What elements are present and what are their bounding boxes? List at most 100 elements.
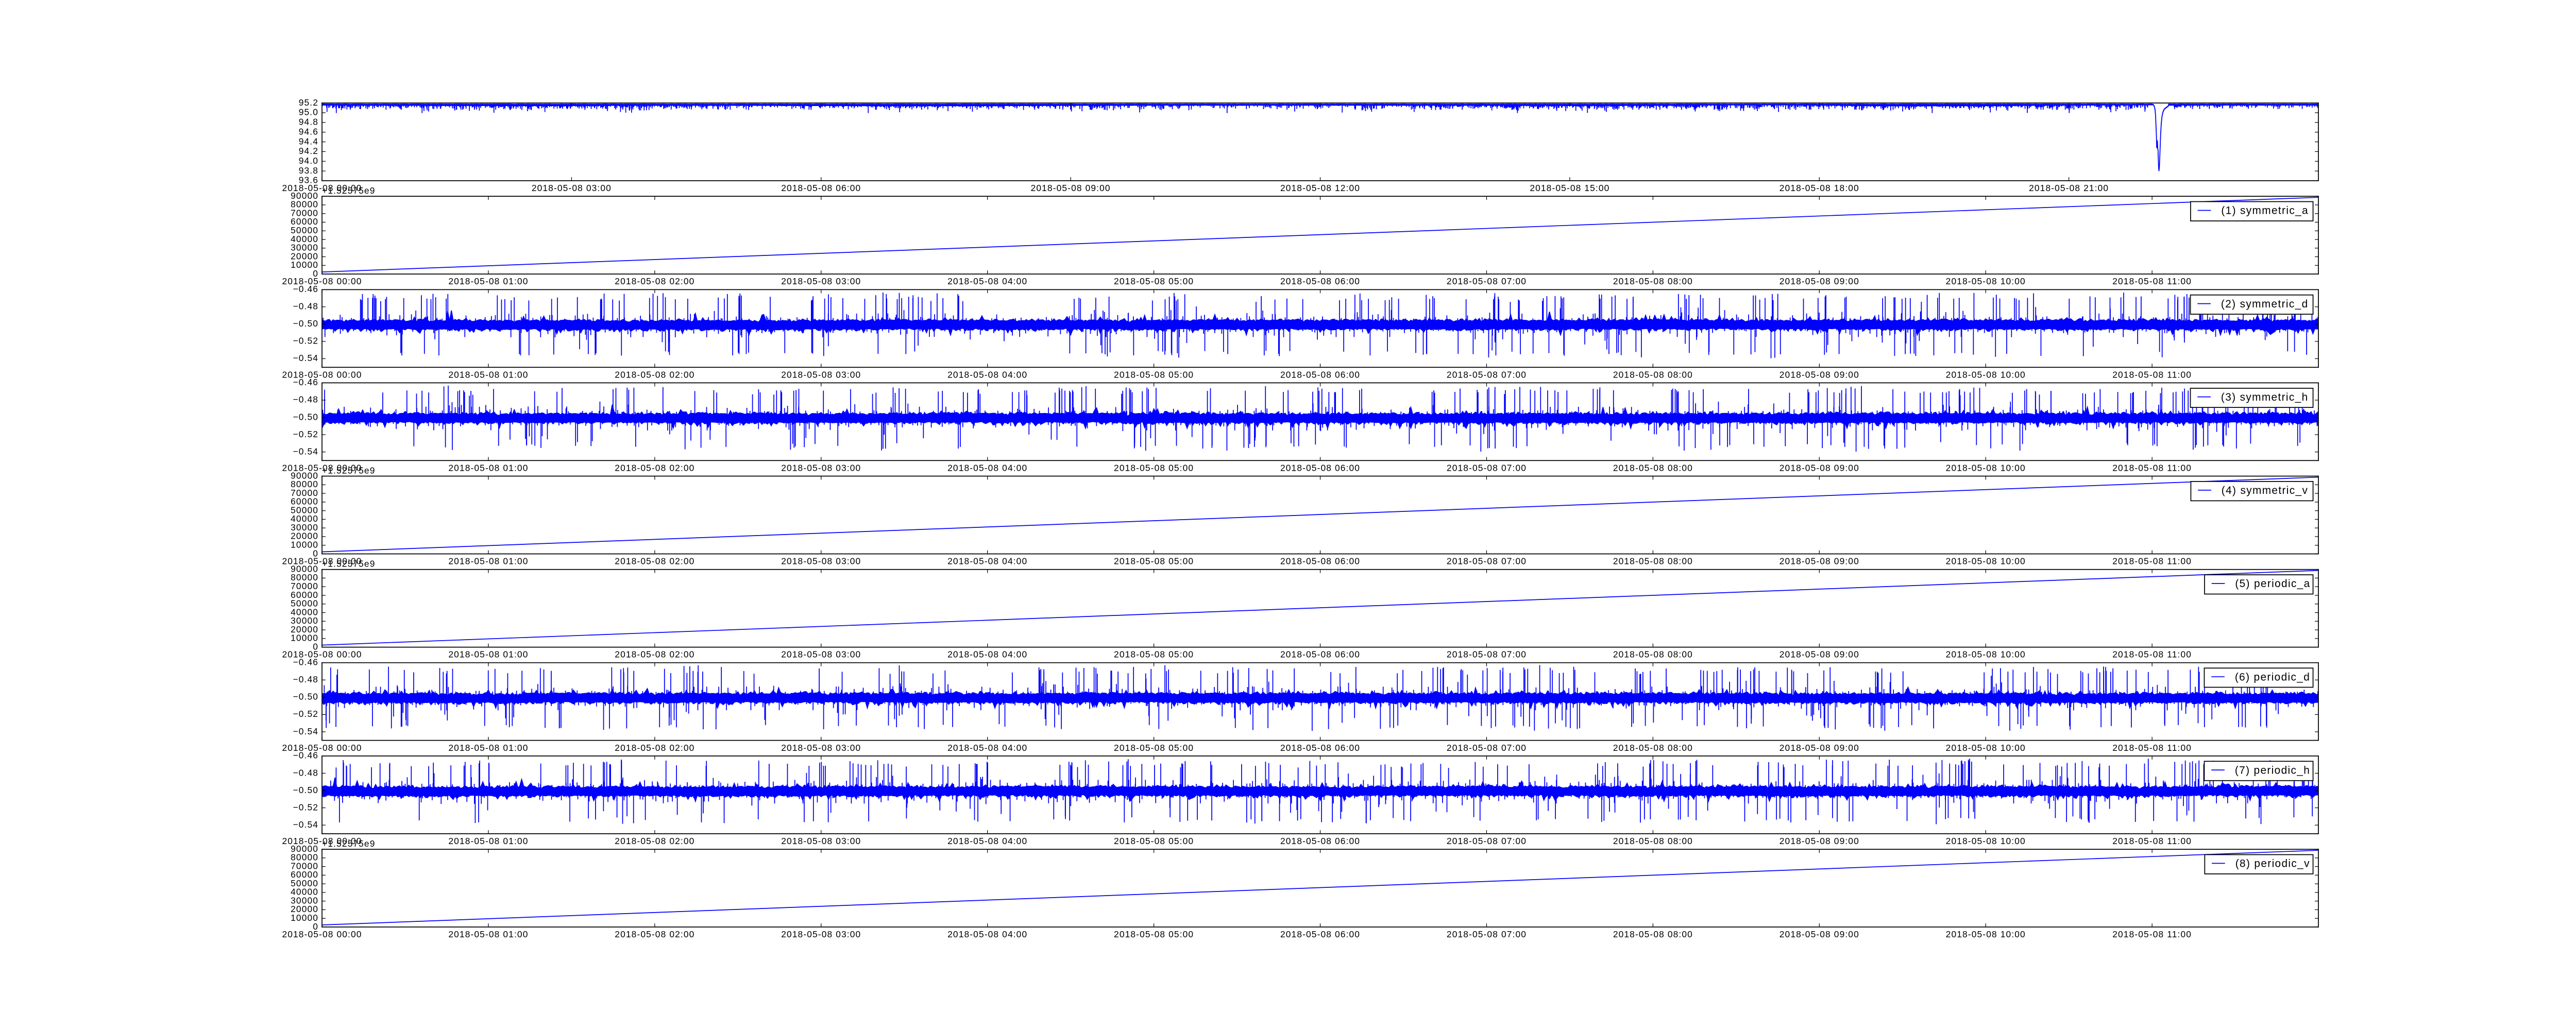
svg-text:2018-05-08 09:00: 2018-05-08 09:00 (1780, 556, 1859, 566)
svg-text:20000: 20000 (291, 531, 318, 541)
svg-text:−0.46: −0.46 (293, 377, 318, 387)
svg-text:2018-05-08 12:00: 2018-05-08 12:00 (1280, 183, 1360, 193)
svg-text:2018-05-08 00:00: 2018-05-08 00:00 (282, 556, 362, 566)
svg-text:2018-05-08 03:00: 2018-05-08 03:00 (781, 743, 861, 753)
svg-text:95.0: 95.0 (299, 107, 318, 117)
svg-text:0: 0 (313, 268, 318, 279)
svg-text:0: 0 (313, 548, 318, 558)
svg-text:2018-05-08 07:00: 2018-05-08 07:00 (1447, 556, 1527, 566)
svg-text:20000: 20000 (291, 251, 318, 261)
svg-text:2018-05-08 00:00: 2018-05-08 00:00 (282, 929, 362, 939)
svg-text:2018-05-08 02:00: 2018-05-08 02:00 (615, 836, 694, 846)
svg-text:2018-05-08 10:00: 2018-05-08 10:00 (1946, 556, 2026, 566)
svg-text:−0.48: −0.48 (293, 301, 318, 312)
svg-text:(2) symmetric_d: (2) symmetric_d (2221, 298, 2309, 310)
svg-text:(1) symmetric_a: (1) symmetric_a (2221, 205, 2309, 217)
svg-text:40000: 40000 (291, 513, 318, 524)
svg-text:10000: 10000 (291, 260, 318, 270)
svg-text:−0.50: −0.50 (293, 318, 318, 329)
svg-text:−0.52: −0.52 (293, 336, 318, 346)
svg-text:2018-05-08 05:00: 2018-05-08 05:00 (1114, 276, 1194, 286)
svg-text:2018-05-08 03:00: 2018-05-08 03:00 (532, 183, 612, 193)
svg-text:2018-05-08 01:00: 2018-05-08 01:00 (448, 929, 528, 939)
svg-text:2018-05-08 06:00: 2018-05-08 06:00 (1280, 743, 1360, 753)
svg-text:60000: 60000 (291, 216, 318, 227)
svg-text:94.8: 94.8 (299, 117, 318, 127)
svg-text:2018-05-08 01:00: 2018-05-08 01:00 (448, 276, 528, 286)
svg-text:2018-05-08 11:00: 2018-05-08 11:00 (2112, 276, 2192, 286)
svg-text:2018-05-08 10:00: 2018-05-08 10:00 (1946, 276, 2026, 286)
svg-text:−0.54: −0.54 (293, 726, 318, 736)
svg-text:2018-05-08 05:00: 2018-05-08 05:00 (1114, 649, 1194, 660)
svg-text:30000: 30000 (291, 243, 318, 253)
svg-text:2018-05-08 09:00: 2018-05-08 09:00 (1780, 743, 1859, 753)
svg-text:2018-05-08 09:00: 2018-05-08 09:00 (1780, 462, 1859, 473)
svg-text:2018-05-08 07:00: 2018-05-08 07:00 (1447, 836, 1527, 846)
svg-text:(8) periodic_v: (8) periodic_v (2235, 858, 2310, 870)
svg-text:2018-05-08 08:00: 2018-05-08 08:00 (1613, 462, 1693, 473)
svg-text:70000: 70000 (291, 488, 318, 498)
svg-text:2018-05-08 04:00: 2018-05-08 04:00 (947, 462, 1027, 473)
svg-text:2018-05-08 09:00: 2018-05-08 09:00 (1780, 929, 1859, 939)
svg-text:2018-05-08 02:00: 2018-05-08 02:00 (615, 743, 694, 753)
svg-text:2018-05-08 04:00: 2018-05-08 04:00 (947, 369, 1027, 380)
svg-text:80000: 80000 (291, 572, 318, 582)
svg-text:80000: 80000 (291, 479, 318, 489)
svg-text:2018-05-08 03:00: 2018-05-08 03:00 (781, 369, 861, 380)
svg-text:2018-05-08 00:00: 2018-05-08 00:00 (282, 836, 362, 846)
svg-text:2018-05-08 08:00: 2018-05-08 08:00 (1613, 649, 1693, 660)
svg-text:2018-05-08 01:00: 2018-05-08 01:00 (448, 649, 528, 660)
svg-text:50000: 50000 (291, 878, 318, 888)
svg-text:50000: 50000 (291, 598, 318, 609)
svg-text:−0.54: −0.54 (293, 353, 318, 363)
svg-text:0: 0 (313, 921, 318, 932)
svg-text:+1.52575e9: +1.52575e9 (322, 558, 375, 569)
svg-text:2018-05-08 03:00: 2018-05-08 03:00 (781, 649, 861, 660)
svg-text:−0.46: −0.46 (293, 657, 318, 667)
svg-text:2018-05-08 06:00: 2018-05-08 06:00 (1280, 462, 1360, 473)
svg-text:2018-05-08 15:00: 2018-05-08 15:00 (1530, 183, 1609, 193)
svg-text:2018-05-08 11:00: 2018-05-08 11:00 (2112, 743, 2192, 753)
svg-text:2018-05-08 11:00: 2018-05-08 11:00 (2112, 369, 2192, 380)
svg-text:2018-05-08 11:00: 2018-05-08 11:00 (2112, 649, 2192, 660)
svg-text:2018-05-08 01:00: 2018-05-08 01:00 (448, 743, 528, 753)
svg-text:−0.46: −0.46 (293, 284, 318, 294)
svg-text:+1.52575e9: +1.52575e9 (322, 465, 375, 475)
svg-text:2018-05-08 01:00: 2018-05-08 01:00 (448, 369, 528, 380)
svg-text:2018-05-08 05:00: 2018-05-08 05:00 (1114, 836, 1194, 846)
svg-text:2018-05-08 02:00: 2018-05-08 02:00 (615, 369, 694, 380)
svg-text:70000: 70000 (291, 208, 318, 218)
svg-text:2018-05-08 02:00: 2018-05-08 02:00 (615, 276, 694, 286)
svg-text:2018-05-08 07:00: 2018-05-08 07:00 (1447, 462, 1527, 473)
svg-text:50000: 50000 (291, 225, 318, 235)
svg-text:2018-05-08 00:00: 2018-05-08 00:00 (282, 183, 362, 193)
svg-text:2018-05-08 09:00: 2018-05-08 09:00 (1780, 836, 1859, 846)
svg-text:−0.46: −0.46 (293, 750, 318, 761)
svg-text:2018-05-08 08:00: 2018-05-08 08:00 (1613, 369, 1693, 380)
svg-text:2018-05-08 08:00: 2018-05-08 08:00 (1613, 556, 1693, 566)
svg-text:95.2: 95.2 (299, 97, 318, 108)
svg-text:−0.48: −0.48 (293, 394, 318, 405)
svg-text:2018-05-08 00:00: 2018-05-08 00:00 (282, 649, 362, 660)
svg-text:10000: 10000 (291, 633, 318, 643)
svg-text:2018-05-08 06:00: 2018-05-08 06:00 (1280, 836, 1360, 846)
svg-text:2018-05-08 08:00: 2018-05-08 08:00 (1613, 836, 1693, 846)
svg-text:2018-05-08 00:00: 2018-05-08 00:00 (282, 369, 362, 380)
svg-text:50000: 50000 (291, 505, 318, 515)
svg-text:2018-05-08 08:00: 2018-05-08 08:00 (1613, 743, 1693, 753)
svg-text:2018-05-08 10:00: 2018-05-08 10:00 (1946, 649, 2026, 660)
svg-text:2018-05-08 08:00: 2018-05-08 08:00 (1613, 276, 1693, 286)
svg-text:0: 0 (313, 641, 318, 651)
svg-text:2018-05-08 21:00: 2018-05-08 21:00 (2029, 183, 2109, 193)
svg-text:2018-05-08 01:00: 2018-05-08 01:00 (448, 556, 528, 566)
svg-text:30000: 30000 (291, 615, 318, 626)
svg-text:60000: 60000 (291, 590, 318, 600)
svg-text:2018-05-08 09:00: 2018-05-08 09:00 (1780, 276, 1859, 286)
svg-text:2018-05-08 10:00: 2018-05-08 10:00 (1946, 929, 2026, 939)
svg-text:−0.50: −0.50 (293, 785, 318, 795)
svg-text:2018-05-08 07:00: 2018-05-08 07:00 (1447, 649, 1527, 660)
svg-text:10000: 10000 (291, 913, 318, 923)
svg-text:2018-05-08 07:00: 2018-05-08 07:00 (1447, 276, 1527, 286)
svg-text:−0.54: −0.54 (293, 819, 318, 830)
svg-text:2018-05-08 08:00: 2018-05-08 08:00 (1613, 929, 1693, 939)
